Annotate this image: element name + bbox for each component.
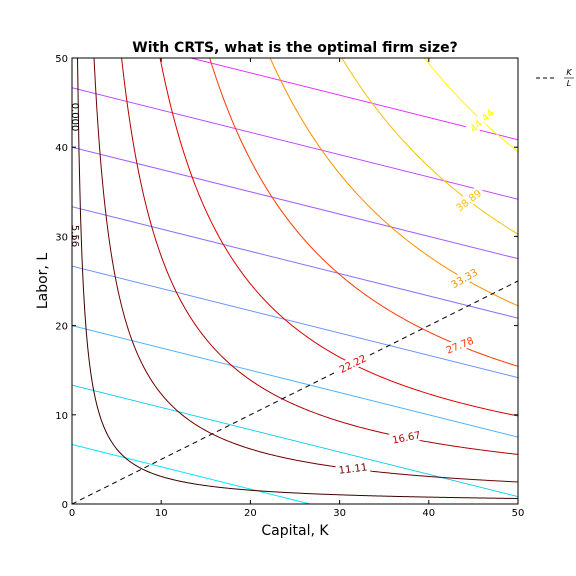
x-tick-label: 0 [69, 508, 75, 519]
chart-title: With CRTS, what is the optimal firm size… [132, 40, 457, 56]
x-tick-label: 50 [512, 508, 525, 519]
isoquant-curve [121, 58, 518, 455]
axes-frame [71, 57, 519, 505]
isocost-line [72, 87, 518, 200]
isocost-line [72, 384, 518, 498]
isocost-line [72, 444, 313, 504]
x-axis-label: Capital, K [261, 523, 329, 539]
y-axis-label: Labor, L [35, 253, 51, 309]
isocost-line [72, 325, 518, 438]
legend-label-numerator: K [566, 68, 572, 77]
y-tick-label: 30 [55, 232, 68, 243]
isocost-line [72, 206, 518, 319]
contour-label: 16.67 [391, 430, 421, 446]
isocost-line [72, 146, 518, 260]
x-tick-label: 20 [244, 508, 257, 519]
isoquant-curve [341, 58, 518, 235]
y-tick-label: 20 [55, 322, 68, 333]
isoquant-curve [423, 58, 518, 153]
contour-label: 0.000 [69, 103, 80, 132]
y-tick-label: 50 [55, 54, 68, 65]
tick-labels: 0 10 20 30 40 50 0 10 20 30 40 50 [55, 54, 524, 519]
plot-area: 11.1116.6722.2227.7833.3338.8944.445.560… [69, 57, 519, 505]
y-tick-label: 0 [62, 500, 68, 511]
isocost-line [72, 265, 518, 379]
isocost-line [188, 58, 518, 141]
legend-label-denominator: L [567, 79, 571, 88]
isoquant-curve [93, 58, 518, 483]
y-tick-label: 10 [55, 411, 68, 422]
isoquant-curve [269, 58, 518, 307]
isoquant-curve [77, 58, 518, 499]
series-layer [72, 58, 518, 504]
y-tick-label: 40 [55, 143, 68, 154]
x-tick-label: 40 [422, 508, 435, 519]
isoquant-curve [209, 58, 518, 367]
x-tick-label: 30 [333, 508, 346, 519]
legend: KL [536, 68, 574, 88]
x-tick-label: 10 [155, 508, 168, 519]
kl-ray-line [72, 280, 518, 504]
isoquant-curve [159, 58, 518, 417]
contour-label: 11.11 [338, 462, 368, 476]
